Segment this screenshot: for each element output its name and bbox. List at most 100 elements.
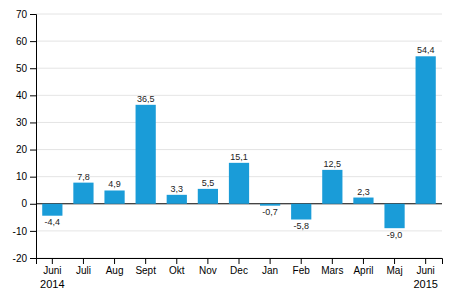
y-tick: -10 bbox=[13, 226, 36, 237]
tick-mark bbox=[30, 68, 36, 69]
data-label: 7,8 bbox=[77, 172, 90, 182]
bar bbox=[384, 204, 404, 228]
data-label: 5,5 bbox=[202, 178, 215, 188]
tick-label: Juni bbox=[416, 265, 434, 276]
data-label: 54,4 bbox=[417, 45, 435, 55]
tick-label: Sept bbox=[135, 265, 156, 276]
tick-mark bbox=[30, 95, 36, 96]
tick-label: Juni bbox=[43, 265, 61, 276]
x-tick: Aug bbox=[106, 258, 124, 276]
x-tick: Maj bbox=[386, 258, 402, 276]
y-tick: 60 bbox=[16, 36, 36, 47]
tick-mark bbox=[114, 258, 115, 264]
bar bbox=[260, 204, 280, 206]
bar bbox=[198, 189, 218, 204]
tick-label: Maj bbox=[386, 265, 402, 276]
tick-mark bbox=[239, 258, 240, 264]
grid-line bbox=[36, 95, 442, 96]
plot: -20 -10 0 10 20 30 40 50 60 70 Juni Juli Aug Sept Okt N… bbox=[13, 9, 443, 290]
bar bbox=[73, 183, 93, 204]
data-label: 4,9 bbox=[108, 179, 121, 189]
x-tick: Mars bbox=[321, 258, 343, 276]
x-tick: Juni bbox=[43, 258, 61, 276]
tick-label: 40 bbox=[16, 90, 28, 101]
tick-mark bbox=[30, 258, 36, 259]
tick-label: April bbox=[353, 265, 373, 276]
tick-label: Mars bbox=[321, 265, 343, 276]
tick-mark bbox=[30, 14, 36, 15]
data-label: 2,3 bbox=[357, 187, 370, 197]
tick-mark bbox=[30, 231, 36, 232]
grid bbox=[36, 14, 442, 258]
tick-label: Jan bbox=[262, 265, 278, 276]
y-tick: 50 bbox=[16, 63, 36, 74]
tick-label: -10 bbox=[13, 226, 28, 237]
chart: -20 -10 0 10 20 30 40 50 60 70 Juni Juli Aug Sept Okt N… bbox=[0, 0, 454, 302]
data-label: -4,4 bbox=[45, 217, 61, 227]
bar bbox=[353, 198, 373, 204]
year-label: 2014 bbox=[40, 278, 64, 290]
tick-label: 70 bbox=[16, 9, 28, 20]
tick-label: Juli bbox=[76, 265, 91, 276]
y-tick: 70 bbox=[16, 9, 36, 20]
axis-line bbox=[30, 15, 37, 259]
y-tick: 0 bbox=[21, 198, 36, 209]
data-label: -9,0 bbox=[387, 230, 403, 240]
grid-line bbox=[36, 122, 442, 123]
x-tick: Juli bbox=[76, 258, 91, 276]
tick-mark bbox=[176, 258, 177, 264]
data-label: 36,5 bbox=[137, 94, 155, 104]
tick-mark bbox=[30, 150, 36, 151]
bar bbox=[136, 105, 156, 204]
y-tick: 20 bbox=[16, 144, 36, 155]
grid-line bbox=[36, 230, 442, 231]
x-axis: Juni Juli Aug Sept Okt Nov Dec Jan Feb Mars April M… bbox=[37, 258, 443, 276]
grid-line bbox=[36, 41, 442, 42]
x-tick: Juni bbox=[416, 258, 434, 276]
axis-line bbox=[37, 259, 443, 265]
tick-mark bbox=[301, 258, 302, 264]
tick-mark bbox=[83, 258, 84, 264]
tick-mark bbox=[30, 122, 36, 123]
tick-label: 50 bbox=[16, 63, 28, 74]
tick-mark bbox=[30, 177, 36, 178]
tick-mark bbox=[270, 258, 271, 264]
x-tick: Sept bbox=[135, 258, 156, 276]
tick-mark bbox=[30, 41, 36, 42]
data-label: 12,5 bbox=[324, 159, 342, 169]
tick-mark bbox=[394, 258, 395, 264]
x-tick: Jan bbox=[262, 258, 278, 276]
y-tick: 40 bbox=[16, 90, 36, 101]
data-label: -5,8 bbox=[293, 221, 309, 231]
x-tick: Feb bbox=[293, 258, 311, 276]
bar bbox=[291, 204, 311, 220]
bar bbox=[229, 163, 249, 204]
tick-mark bbox=[332, 258, 333, 264]
data-label: 15,1 bbox=[230, 152, 248, 162]
data-label: -0,7 bbox=[262, 207, 278, 217]
y-tick: 30 bbox=[16, 117, 36, 128]
bar bbox=[322, 170, 342, 204]
bar bbox=[42, 204, 62, 216]
data-labels: -4,4 7,8 4,9 36,5 3,3 5,5 15,1 -0,7 -5,8 12,5 2,3 -… bbox=[45, 45, 435, 239]
bar bbox=[167, 195, 187, 204]
x-tick: April bbox=[353, 258, 373, 276]
tick-label: 60 bbox=[16, 36, 28, 47]
tick-label: 0 bbox=[21, 198, 27, 209]
grid-line bbox=[36, 149, 442, 150]
x-tick: Dec bbox=[230, 258, 248, 276]
y-tick: -20 bbox=[13, 253, 36, 264]
bar bbox=[104, 190, 124, 203]
y-axis: -20 -10 0 10 20 30 40 50 60 70 bbox=[13, 9, 37, 264]
tick-label: Aug bbox=[106, 265, 124, 276]
tick-label: Nov bbox=[199, 265, 217, 276]
tick-label: 30 bbox=[16, 117, 28, 128]
grid-line bbox=[36, 68, 442, 69]
x-tick: Okt bbox=[169, 258, 185, 276]
tick-mark bbox=[145, 258, 146, 264]
year-label: 2015 bbox=[413, 278, 437, 290]
data-label: 3,3 bbox=[171, 184, 184, 194]
y-tick: 10 bbox=[16, 171, 36, 182]
annotations: 2014 2015 bbox=[40, 278, 438, 290]
tick-label: 20 bbox=[16, 144, 28, 155]
